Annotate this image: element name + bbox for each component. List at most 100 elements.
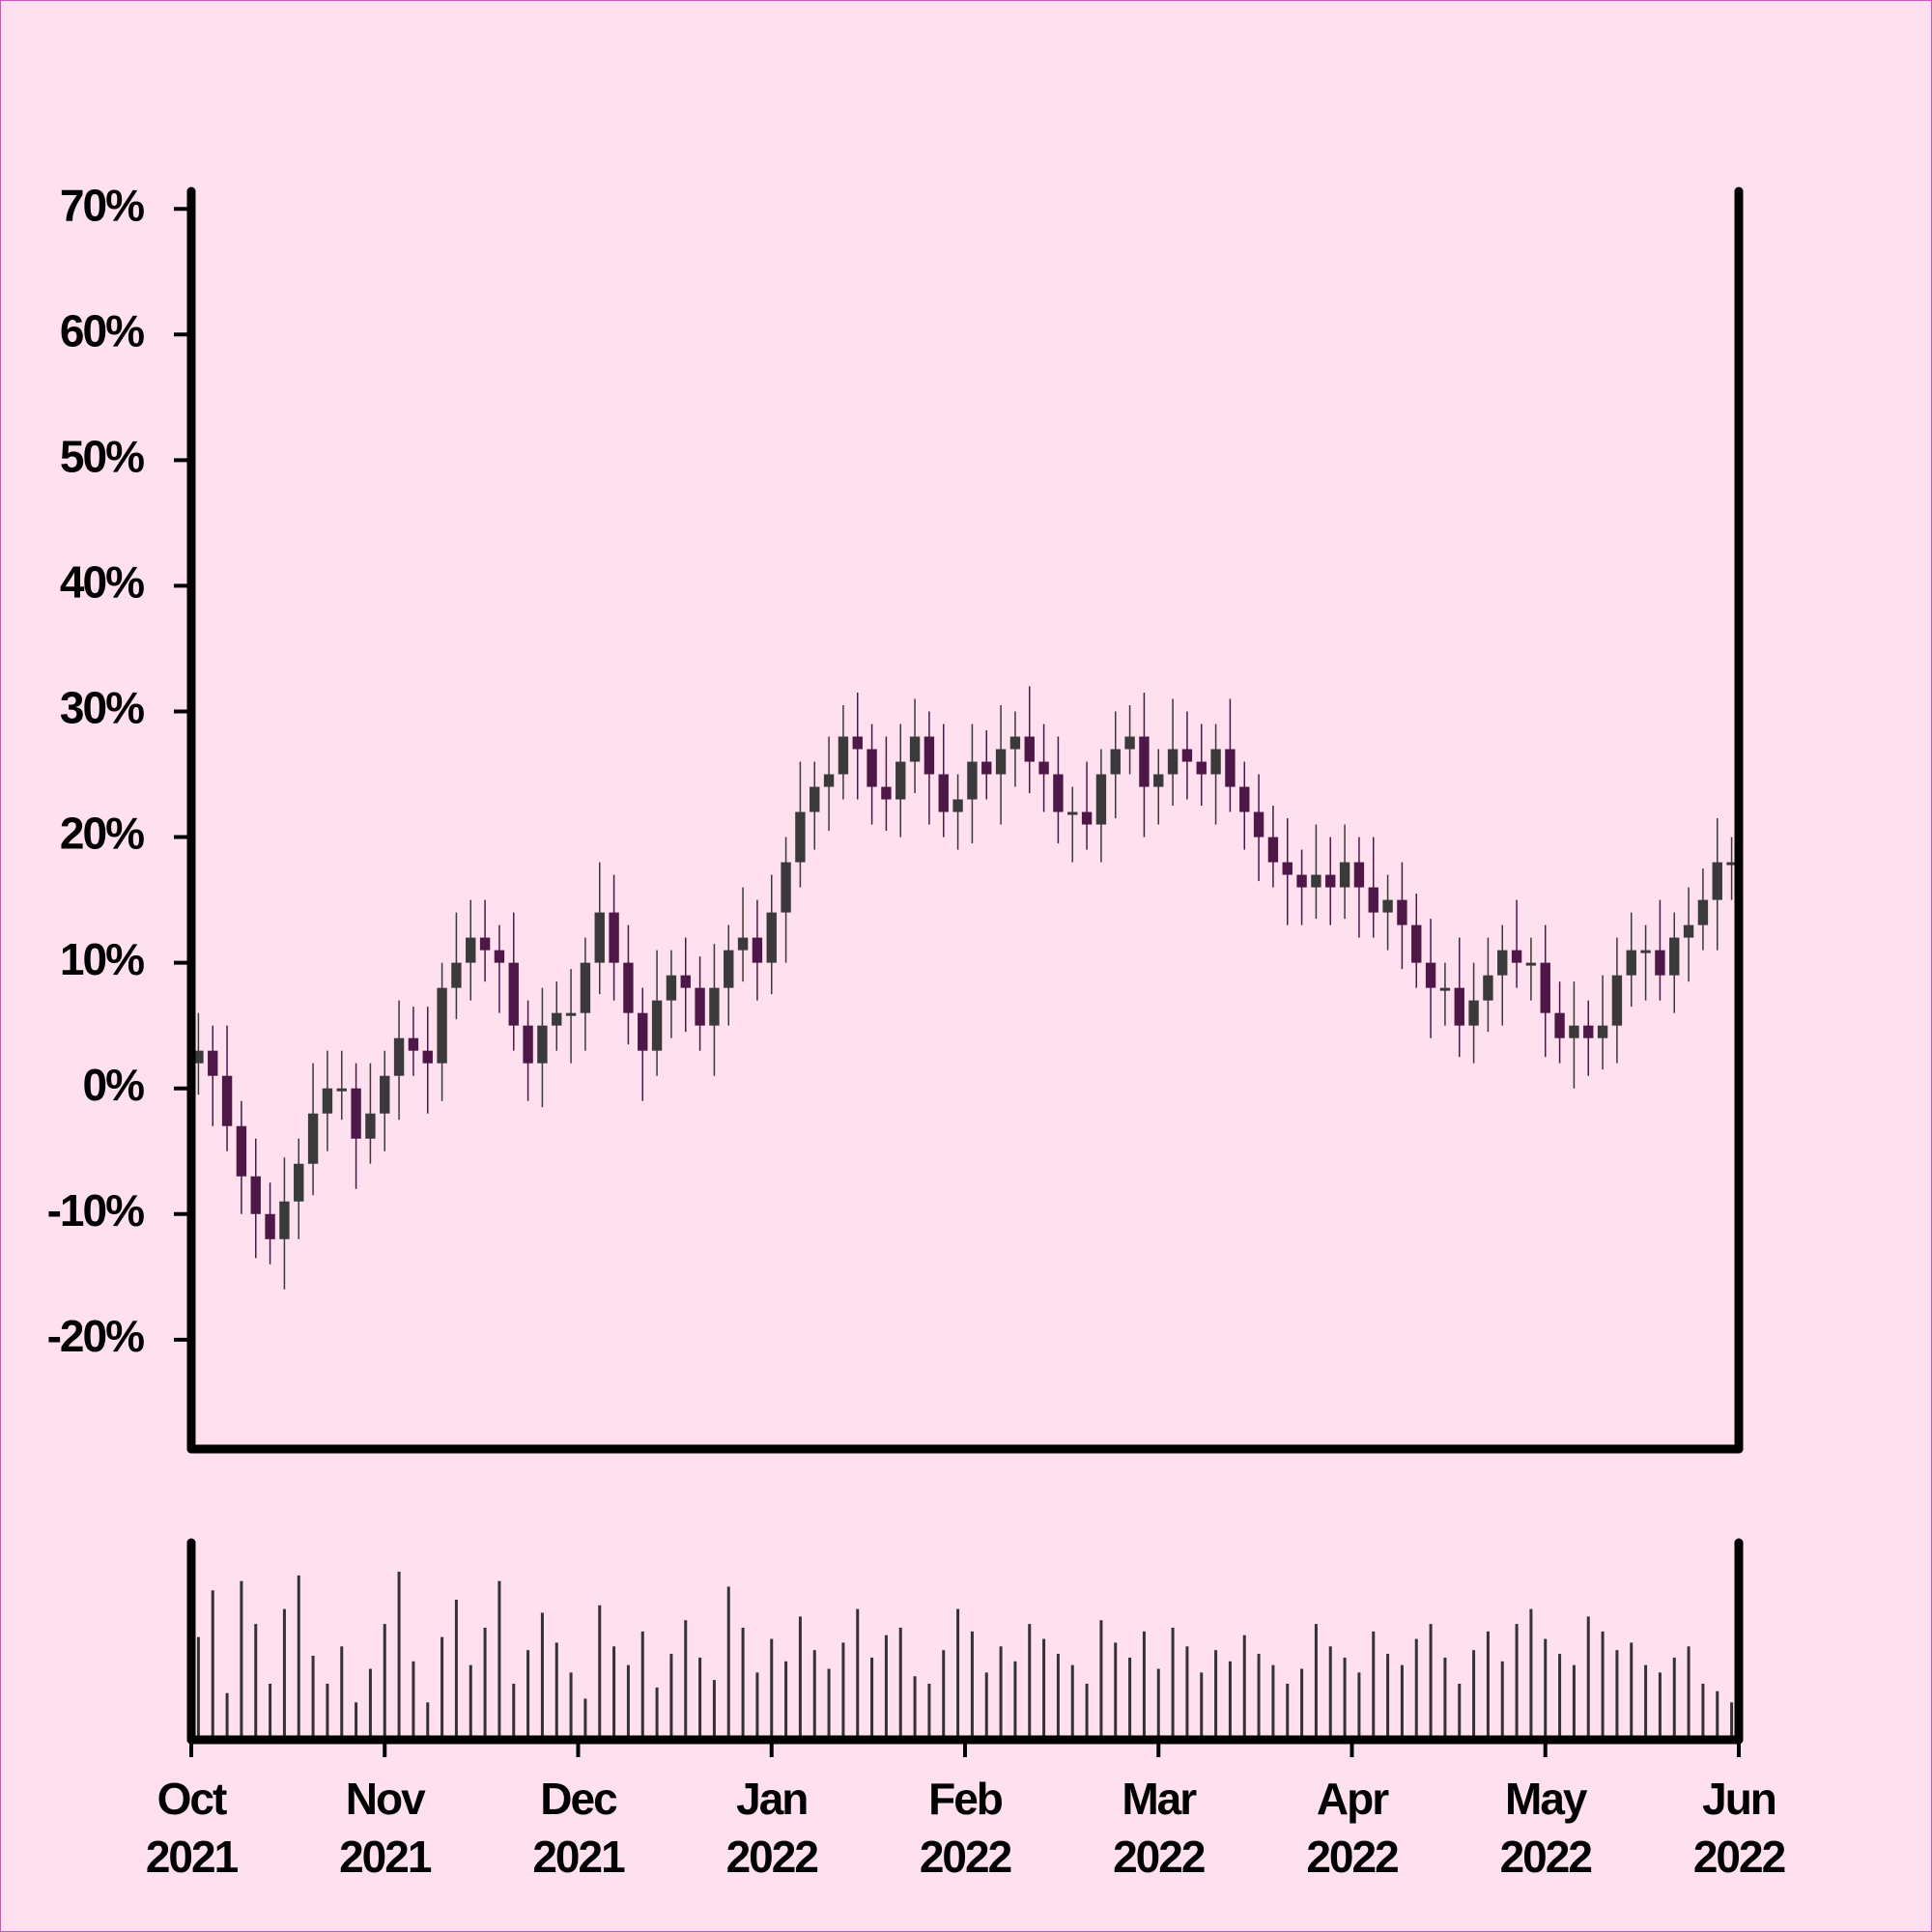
candle-body: [1439, 987, 1451, 991]
volume-bar: [355, 1702, 358, 1740]
candle-body: [724, 950, 734, 988]
volume-bar: [1357, 1672, 1361, 1740]
candle-body: [1554, 1012, 1565, 1038]
x-tick-label: May 2022: [1500, 1774, 1592, 1882]
volume-bar: [1185, 1646, 1189, 1740]
volume-bar: [1458, 1684, 1462, 1740]
volume-bar: [626, 1664, 630, 1740]
x-tick-label: Mar 2022: [1113, 1774, 1205, 1882]
candle-body: [537, 1025, 548, 1064]
candle-body: [795, 811, 806, 863]
volume-bar: [1070, 1664, 1074, 1740]
volume-bar: [1400, 1664, 1404, 1740]
y-tick-label: -10%: [47, 1185, 144, 1236]
candle-body: [1095, 774, 1107, 825]
volume-bar: [913, 1676, 917, 1740]
volume-bar: [1328, 1646, 1332, 1740]
candle-body: [823, 774, 835, 787]
candle-body: [623, 962, 634, 1013]
candle-body: [967, 761, 978, 800]
volume-bar: [798, 1616, 802, 1740]
candle-body: [609, 912, 619, 963]
volume-bar: [1056, 1654, 1060, 1740]
candle-body: [1411, 924, 1422, 963]
candle-body: [1110, 749, 1121, 775]
candle-body: [1511, 950, 1522, 963]
volume-bar: [927, 1684, 931, 1740]
candle-body: [1583, 1025, 1594, 1038]
candle-body: [1325, 874, 1336, 888]
volume-bar: [326, 1684, 329, 1740]
volume-bar: [1500, 1661, 1504, 1740]
candle-body: [1397, 899, 1407, 925]
volume-bar: [340, 1646, 344, 1740]
candle-body: [638, 1012, 648, 1051]
volume-bar: [397, 1572, 401, 1740]
candle-body: [1267, 837, 1279, 863]
x-tick-label-line: 2021: [339, 1832, 432, 1882]
volume-bar: [1200, 1672, 1204, 1740]
volume-bar: [1228, 1661, 1232, 1740]
volume-bar: [1615, 1650, 1619, 1740]
volume-bar: [856, 1608, 860, 1740]
volume-bar: [1443, 1657, 1447, 1740]
volume-bar: [1386, 1654, 1390, 1740]
volume-bar: [640, 1631, 644, 1740]
candle-body: [351, 1088, 361, 1139]
candle-body: [1311, 874, 1321, 888]
volume-bar: [999, 1646, 1003, 1740]
volume-bar: [440, 1636, 444, 1740]
volume-bar: [1586, 1616, 1590, 1740]
volume-bar: [211, 1590, 214, 1740]
candle-body: [408, 1037, 419, 1051]
candle-body: [552, 1012, 562, 1026]
volume-bar: [269, 1684, 272, 1740]
volume-bar: [1013, 1661, 1017, 1740]
candle-body: [1024, 736, 1035, 762]
x-tick-label: Apr 2022: [1306, 1774, 1398, 1882]
candle-body: [1425, 962, 1436, 988]
volume-bar: [726, 1586, 730, 1740]
x-tick-label: Nov 2021: [339, 1774, 432, 1882]
candle-body: [380, 1075, 390, 1114]
volume-bar: [870, 1657, 874, 1740]
volume-bar: [368, 1668, 372, 1740]
candle-body: [336, 1088, 347, 1092]
candle-body: [1296, 874, 1307, 888]
x-tick-label-line: Feb: [928, 1774, 1003, 1824]
x-tick-label-line: 2022: [726, 1832, 818, 1882]
candle-body: [852, 736, 863, 750]
x-tick-label: Dec 2021: [532, 1774, 625, 1882]
volume-bar: [1630, 1642, 1634, 1740]
volume-bar: [240, 1580, 243, 1740]
volume-bar: [1644, 1664, 1648, 1740]
candle-body: [479, 937, 491, 951]
x-tick-label-line: Apr: [1317, 1774, 1389, 1824]
volume-bar: [540, 1612, 544, 1740]
volume-bar: [1429, 1624, 1433, 1740]
candle-body: [766, 912, 777, 963]
volume-bar: [1572, 1664, 1576, 1740]
volume-bar: [554, 1642, 558, 1740]
candle-body: [781, 862, 791, 913]
candle-body: [909, 736, 921, 762]
y-tick-label: 30%: [60, 683, 144, 733]
candle-body: [1368, 887, 1378, 913]
candle-body: [565, 1012, 577, 1016]
volume-bar: [698, 1657, 702, 1740]
candle-body: [981, 761, 992, 775]
volume-bar: [841, 1642, 845, 1740]
candle-body: [208, 1050, 218, 1076]
volume-bar: [1658, 1672, 1662, 1740]
candle-body: [666, 975, 677, 1001]
candle-body: [322, 1088, 333, 1114]
candle-body: [737, 937, 749, 951]
volume-bar: [970, 1631, 974, 1740]
x-tick-label-line: 2022: [1306, 1832, 1398, 1882]
candle-body: [307, 1113, 319, 1164]
candle-body: [1569, 1025, 1579, 1038]
volume-bar: [1716, 1690, 1719, 1740]
volume-bar: [1672, 1657, 1676, 1740]
candle-body: [1726, 862, 1737, 866]
